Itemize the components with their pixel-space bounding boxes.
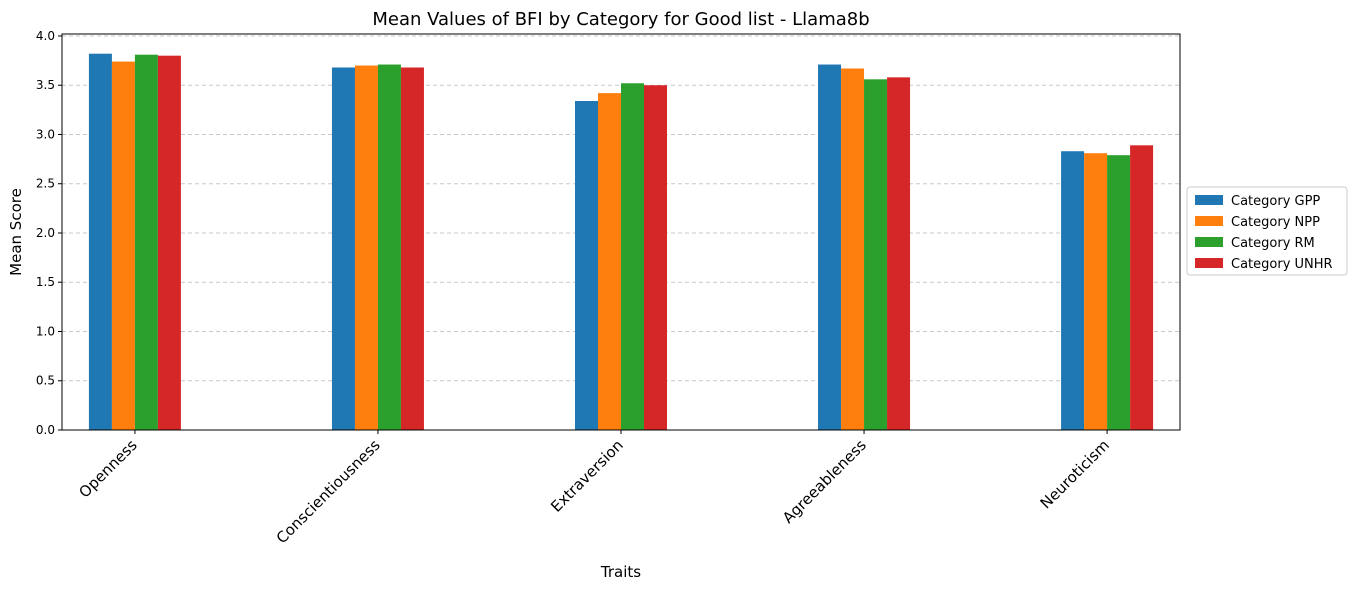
y-tick-label: 0.0 — [36, 423, 55, 437]
x-tick-label: Agreeableness — [779, 436, 870, 527]
bar — [88, 53, 112, 431]
legend-swatch — [1195, 258, 1223, 268]
bar — [111, 61, 135, 430]
bar — [134, 54, 158, 431]
legend-box — [1186, 186, 1348, 276]
bar — [575, 100, 598, 430]
y-tick-label: 1.0 — [36, 324, 55, 338]
bar — [1130, 145, 1154, 431]
bar — [864, 79, 888, 431]
x-axis-ticks: Openness Conscientiousness Extraversion Agr… — [75, 430, 1113, 547]
y-axis-ticks: 0.0 0.5 1.0 1.5 2.0 2.5 3.0 3.5 4.0 — [36, 29, 62, 437]
y-tick-label: 0.5 — [36, 374, 55, 388]
legend-entry: Category UNHR — [1231, 257, 1333, 272]
y-tick-label: 2.5 — [36, 177, 55, 191]
x-tick-label: Conscientiousness — [273, 436, 384, 547]
bar — [887, 77, 911, 430]
bar — [1107, 155, 1131, 430]
x-axis-label: Traits — [600, 563, 641, 581]
bar — [644, 85, 667, 430]
y-tick-label: 3.5 — [36, 78, 55, 92]
x-tick-label: Neuroticism — [1037, 436, 1113, 512]
y-tick-label: 4.0 — [36, 29, 55, 43]
y-tick-label: 2.0 — [36, 226, 55, 240]
y-tick-label: 3.0 — [36, 127, 55, 141]
y-tick-label: 1.5 — [36, 275, 55, 289]
y-axis-label: Mean Score — [7, 188, 25, 276]
bar — [400, 67, 424, 430]
x-tick-label: Extraversion — [547, 436, 627, 516]
legend-swatch — [1195, 237, 1223, 247]
bar — [818, 64, 842, 430]
bar — [354, 65, 378, 430]
legend-swatch — [1195, 216, 1223, 226]
legend-entry: Category NPP — [1231, 215, 1320, 230]
bar — [598, 93, 621, 430]
bars — [88, 53, 1154, 431]
bar — [1061, 151, 1085, 430]
legend-entry: Category GPP — [1231, 194, 1320, 209]
chart-title: Mean Values of BFI by Category for Good … — [372, 9, 869, 30]
legend: Category GPP Category NPP Category RM Categ… — [1186, 186, 1348, 276]
x-tick-label: Openness — [75, 436, 140, 501]
bar — [331, 67, 355, 430]
legend-swatch — [1195, 195, 1223, 205]
bar — [841, 68, 865, 431]
legend-entry: Category RM — [1231, 236, 1315, 251]
bar — [157, 55, 181, 431]
bar — [377, 64, 401, 430]
bar — [1084, 153, 1108, 430]
bar — [621, 83, 644, 431]
